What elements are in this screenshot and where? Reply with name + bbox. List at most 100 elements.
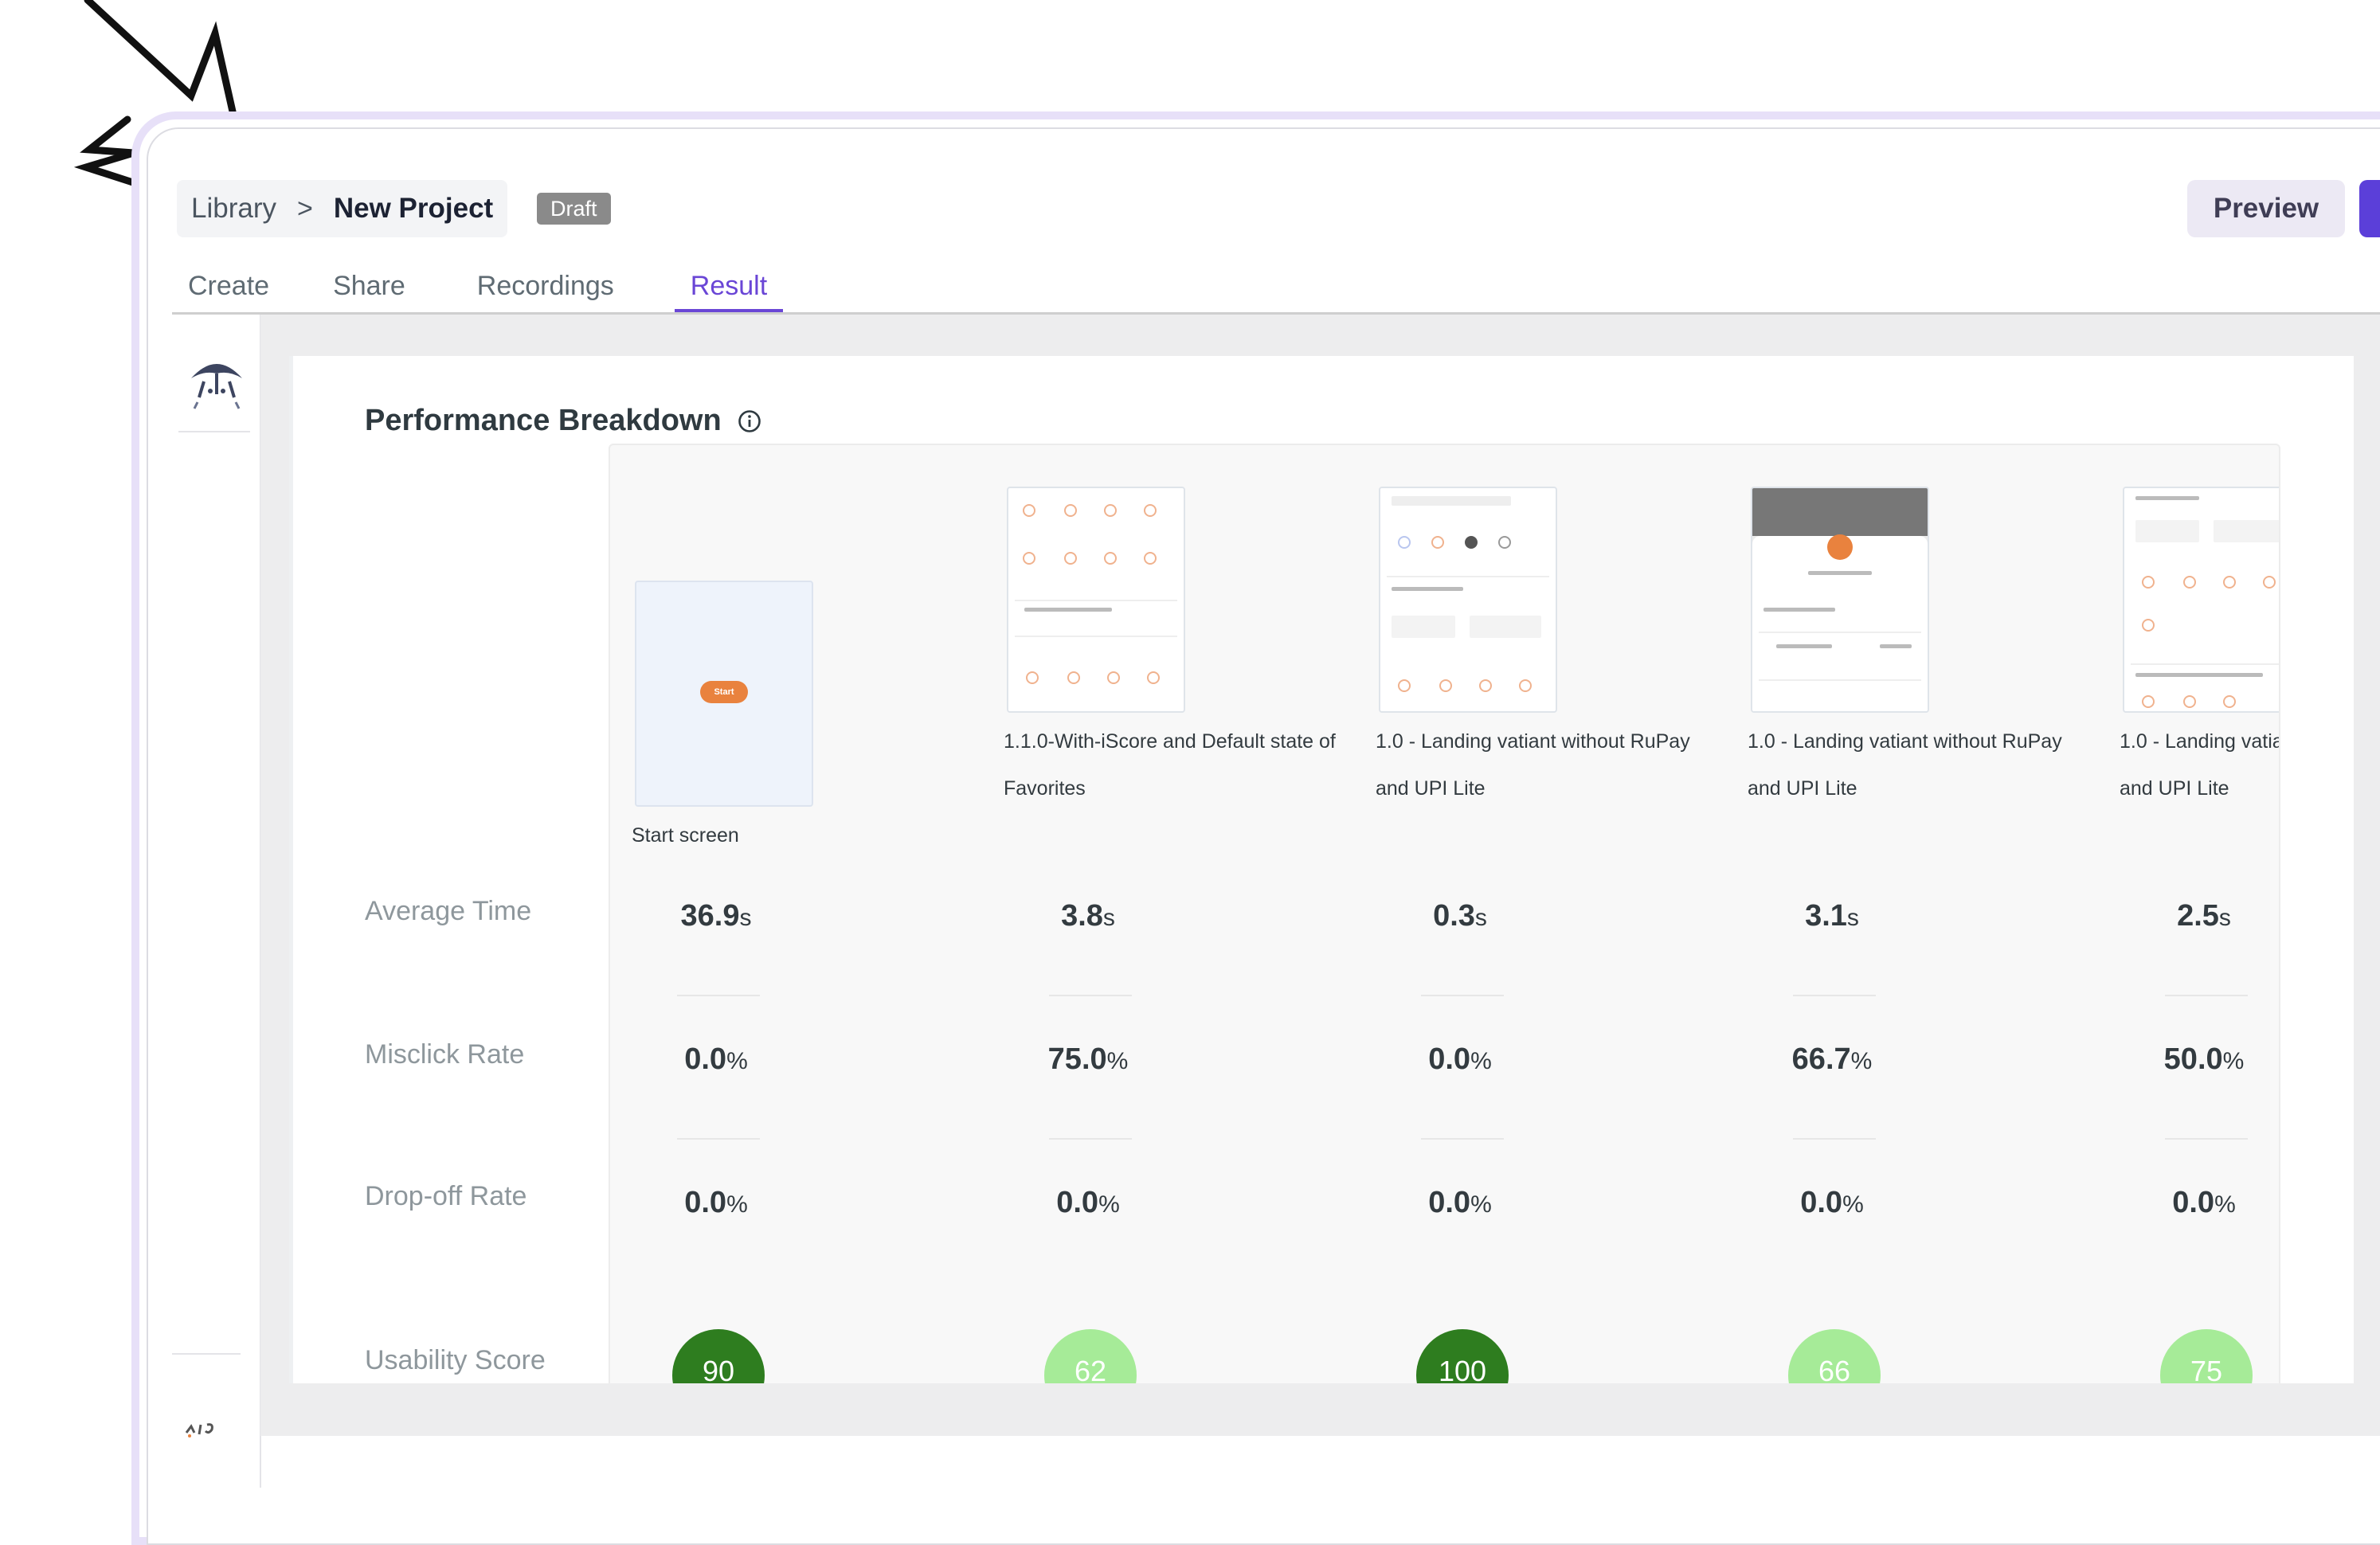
row-separator xyxy=(2165,995,2248,996)
usability-score-badge: 90 xyxy=(672,1329,765,1383)
percent-unit: % xyxy=(1850,1048,1873,1074)
screen-column: 1.0 - Landing vatiant without RuPay and … xyxy=(1726,445,2097,1383)
screen-caption: 1.0 - Landing vatiant without RuPay and … xyxy=(2120,730,2279,800)
card-edge xyxy=(289,356,293,1383)
search-bar xyxy=(1392,496,1511,506)
avg-time-value: 36.9s xyxy=(610,899,822,933)
misclick-number: 50.0 xyxy=(2163,1042,2223,1076)
performance-card: Performance Breakdown Average Time Miscl… xyxy=(289,356,2354,1383)
info-icon[interactable] xyxy=(738,409,761,433)
app-icon xyxy=(1026,671,1039,684)
avg-time-number: 3.8 xyxy=(1061,899,1103,933)
sidebar-divider xyxy=(178,431,250,432)
dropoff-number: 0.0 xyxy=(684,1186,727,1219)
text-line xyxy=(1763,608,1835,612)
avg-time-value: 3.8s xyxy=(982,899,1194,933)
team-logo-icon[interactable] xyxy=(178,346,255,418)
usability-score-number: 75 xyxy=(2190,1355,2223,1383)
tab-result[interactable]: Result xyxy=(674,263,784,312)
app-icon xyxy=(2142,576,2155,589)
section-title-text: Performance Breakdown xyxy=(365,404,722,437)
misclick-value: 0.0% xyxy=(610,1042,822,1077)
percent-unit: % xyxy=(1470,1048,1492,1074)
request-icon xyxy=(1827,534,1853,560)
card-block xyxy=(2214,520,2279,542)
time-unit: s xyxy=(739,905,752,931)
app-icon xyxy=(1107,671,1120,684)
screen-thumbnail[interactable]: Start xyxy=(635,581,813,807)
screen-thumbnail[interactable] xyxy=(1007,487,1185,713)
time-unit: s xyxy=(1474,905,1487,931)
row-separator xyxy=(2165,1138,2248,1140)
row-separator xyxy=(677,1138,760,1140)
text-line xyxy=(1392,587,1463,591)
dropoff-value: 0.0% xyxy=(610,1186,822,1220)
card-block xyxy=(1392,616,1455,638)
card-block xyxy=(1470,616,1541,638)
section-title: Performance Breakdown xyxy=(365,404,761,438)
misclick-value: 66.7% xyxy=(1726,1042,1938,1077)
contact-avatar xyxy=(1465,536,1478,549)
divider-line xyxy=(2131,663,2279,665)
sidebar xyxy=(172,315,261,1488)
contact-avatar xyxy=(1398,536,1411,549)
tab-bar: Create Share Recordings Result xyxy=(172,263,784,312)
time-unit: s xyxy=(2218,905,2231,931)
app-icon xyxy=(1023,504,1035,517)
preview-button[interactable]: Preview xyxy=(2187,180,2345,237)
avg-time-value: 0.3s xyxy=(1354,899,1566,933)
usability-score-number: 66 xyxy=(1818,1355,1851,1383)
screen-column: 1.0 - Landing vatiant without RuPay and … xyxy=(1354,445,1725,1383)
divider-line xyxy=(1759,679,1921,681)
time-unit: s xyxy=(1102,905,1115,931)
app-icon xyxy=(1439,679,1452,692)
app-icon xyxy=(2142,619,2155,632)
tab-share[interactable]: Share xyxy=(333,271,405,301)
screen-thumbnail[interactable] xyxy=(1379,487,1557,713)
misclick-number: 75.0 xyxy=(1047,1042,1107,1076)
row-separator xyxy=(1049,995,1132,996)
tab-create[interactable]: Create xyxy=(188,271,270,301)
misclick-number: 0.0 xyxy=(1428,1042,1471,1076)
misclick-number: 66.7 xyxy=(1791,1042,1851,1076)
app-icon xyxy=(1398,679,1411,692)
user-avatar-icon[interactable] xyxy=(182,1418,237,1442)
usability-score-badge: 75 xyxy=(2160,1329,2253,1383)
row-separator xyxy=(1793,1138,1876,1140)
screen-column: Start Start screen 36.9s 0.0% 0.0% 90 xyxy=(610,445,981,1383)
app-icon xyxy=(1144,504,1157,517)
tab-recordings[interactable]: Recordings xyxy=(476,271,614,301)
row-label-dropoff-rate: Drop-off Rate xyxy=(365,1181,527,1211)
app-icon xyxy=(1104,552,1117,565)
text-line xyxy=(2135,496,2199,500)
screen-caption: Start screen xyxy=(632,824,739,847)
screen-caption: 1.1.0-With-iScore and Default state of F… xyxy=(1004,730,1336,800)
text-line xyxy=(1880,644,1912,648)
screen-thumbnail[interactable] xyxy=(2123,487,2279,713)
divider-line xyxy=(1015,600,1177,601)
dropoff-value: 0.0% xyxy=(982,1186,1194,1220)
row-separator xyxy=(1793,995,1876,996)
misclick-value: 50.0% xyxy=(2098,1042,2279,1077)
percent-unit: % xyxy=(726,1048,748,1074)
row-separator xyxy=(1049,1138,1132,1140)
breadcrumb-current-project[interactable]: New Project xyxy=(333,193,494,224)
avg-time-number: 3.1 xyxy=(1805,899,1847,933)
app-icon xyxy=(2223,576,2236,589)
avg-time-number: 36.9 xyxy=(680,899,740,933)
primary-action-button[interactable] xyxy=(2359,180,2380,237)
app-icon xyxy=(2183,695,2196,708)
screen-thumbnail[interactable] xyxy=(1751,487,1929,713)
text-line xyxy=(1024,608,1112,612)
breadcrumb-library-link[interactable]: Library xyxy=(191,193,276,224)
app-icon xyxy=(1023,552,1035,565)
app-icon xyxy=(1067,671,1080,684)
screen-column: 1.1.0-With-iScore and Default state of F… xyxy=(982,445,1353,1383)
dropoff-number: 0.0 xyxy=(2172,1186,2215,1219)
row-separator xyxy=(1421,995,1504,996)
dropoff-number: 0.0 xyxy=(1800,1186,1843,1219)
tab-divider xyxy=(172,312,2380,315)
app-icon xyxy=(1147,671,1160,684)
usability-score-badge: 66 xyxy=(1788,1329,1881,1383)
usability-score-badge: 100 xyxy=(1416,1329,1509,1383)
